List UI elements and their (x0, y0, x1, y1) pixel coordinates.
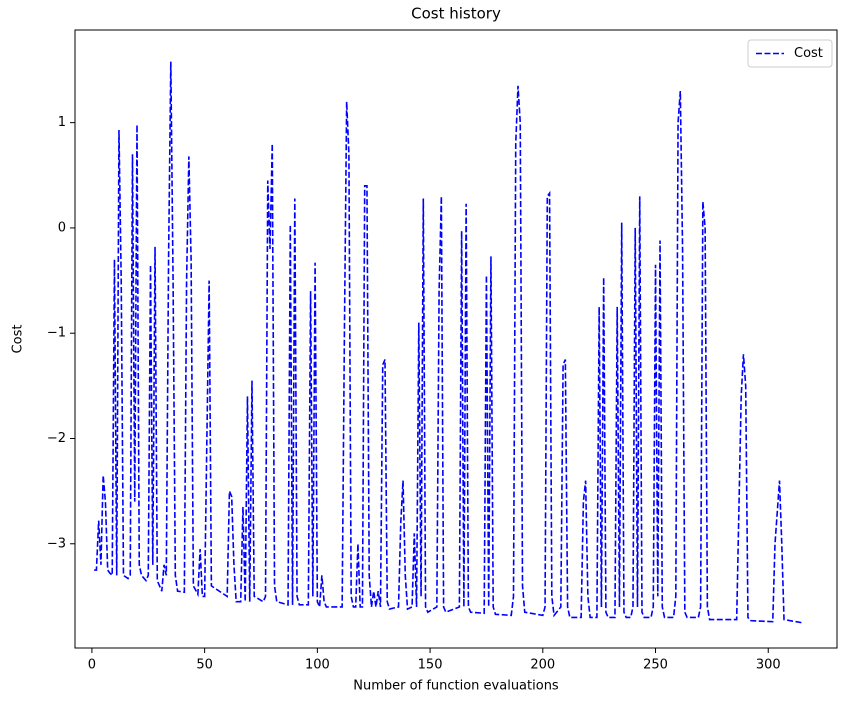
y-tick-label: −2 (47, 431, 66, 446)
plot-frame (74, 29, 838, 649)
y-tick-label: 0 (58, 220, 66, 235)
x-tick-label: 50 (196, 658, 213, 673)
legend-box (747, 39, 833, 68)
x-tick-label: 100 (305, 658, 330, 673)
x-tick-label: 150 (418, 658, 443, 673)
y-tick-label: 1 (58, 115, 66, 130)
legend-label: Cost (794, 46, 823, 61)
x-tick-label: 200 (530, 658, 555, 673)
y-tick-label: −3 (47, 536, 66, 551)
x-tick-label: 300 (756, 658, 781, 673)
y-axis-label: Cost (11, 325, 26, 354)
x-tick-label: 0 (88, 658, 96, 673)
chart-title: Cost history (411, 5, 501, 23)
x-axis-label: Number of function evaluations (353, 679, 559, 694)
x-tick-label: 250 (643, 658, 668, 673)
cost-line (94, 61, 803, 624)
y-tick-label: −1 (47, 326, 66, 341)
